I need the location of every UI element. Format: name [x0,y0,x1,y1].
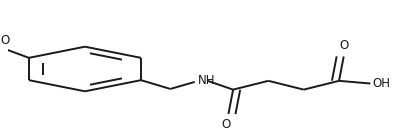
Text: O: O [1,34,10,47]
Text: OH: OH [371,77,389,90]
Text: NH: NH [197,74,215,87]
Text: O: O [338,39,348,52]
Text: O: O [221,118,231,131]
